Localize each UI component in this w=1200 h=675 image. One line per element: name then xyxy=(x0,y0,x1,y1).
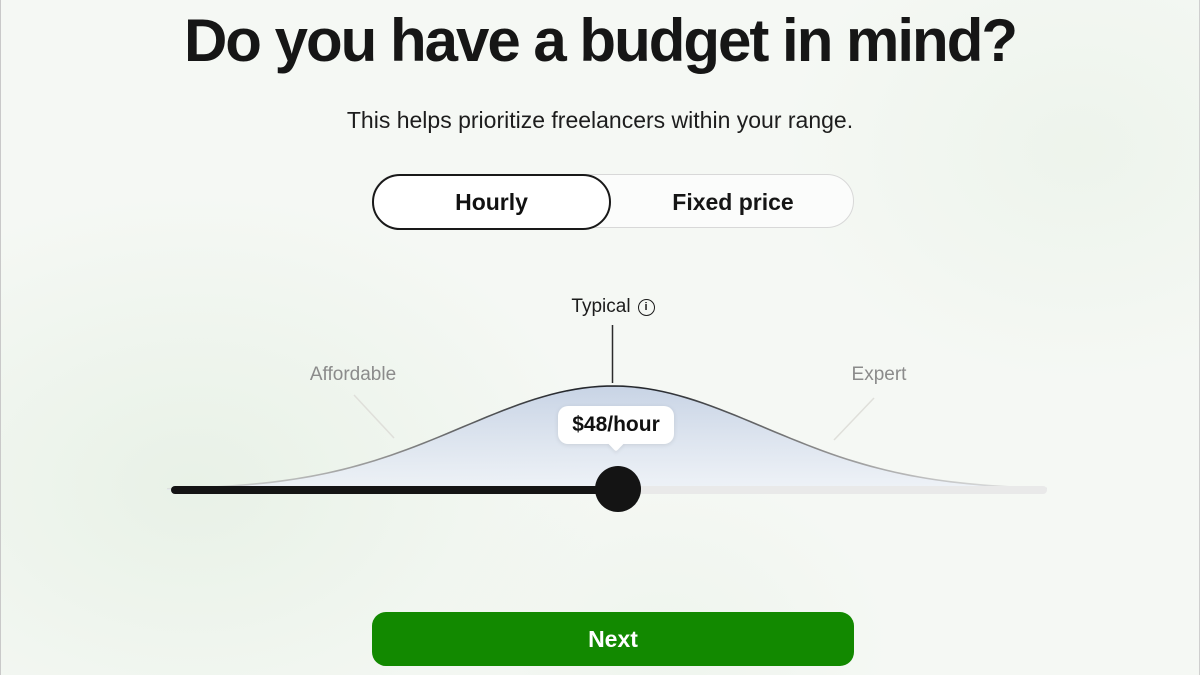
slider-track-filled[interactable] xyxy=(171,486,618,494)
slider-handle[interactable] xyxy=(595,466,641,512)
expert-pointer-line xyxy=(833,397,875,441)
affordable-pointer-line xyxy=(353,394,395,439)
typical-label-group: Typical i xyxy=(532,296,694,318)
bell-curve-stroke xyxy=(167,385,1047,490)
rate-value-tooltip: $48/hour xyxy=(558,406,674,444)
next-button[interactable]: Next xyxy=(372,612,854,666)
page-subtitle: This helps prioritize freelancers within… xyxy=(346,107,854,133)
toggle-option-fixed-price[interactable]: Fixed price xyxy=(613,175,853,229)
page-title: Do you have a budget in mind? xyxy=(183,7,1018,74)
info-icon[interactable]: i xyxy=(637,298,655,316)
affordable-label: Affordable xyxy=(309,364,397,385)
slider-track-remaining[interactable] xyxy=(618,486,1047,494)
toggle-option-hourly[interactable]: Hourly xyxy=(372,174,611,230)
expert-label: Expert xyxy=(851,364,907,385)
typical-label: Typical xyxy=(571,296,631,317)
rate-value: $48/hour xyxy=(572,413,660,436)
budget-type-toggle: Hourly Fixed price xyxy=(372,174,854,230)
